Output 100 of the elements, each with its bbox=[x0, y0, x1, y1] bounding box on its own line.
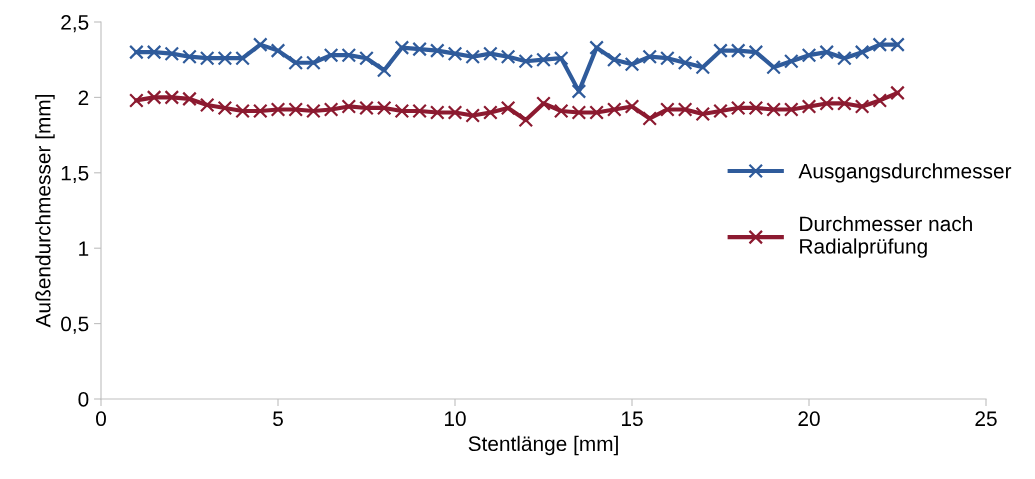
point bbox=[872, 93, 888, 108]
point bbox=[129, 93, 144, 108]
point bbox=[483, 105, 498, 120]
point bbox=[695, 59, 711, 75]
point bbox=[518, 112, 534, 128]
point bbox=[341, 47, 357, 63]
y-tick-label: 2,5 bbox=[61, 15, 89, 33]
point bbox=[571, 105, 587, 120]
point bbox=[164, 90, 180, 105]
legend-label: Durchmesser nach Radialprüfung bbox=[800, 215, 972, 258]
legend-label: Ausgangsdurchmesser bbox=[798, 163, 1012, 183]
point bbox=[553, 103, 569, 119]
point bbox=[217, 50, 233, 66]
point bbox=[819, 44, 835, 60]
point bbox=[872, 37, 888, 52]
point bbox=[323, 102, 339, 117]
point bbox=[182, 49, 197, 65]
point bbox=[483, 46, 498, 62]
x-tick-label: 0 bbox=[96, 411, 106, 427]
point bbox=[500, 49, 516, 65]
point bbox=[801, 99, 817, 114]
point bbox=[252, 37, 268, 52]
y-tick-label: 1,5 bbox=[61, 166, 89, 184]
point bbox=[359, 50, 374, 66]
point bbox=[624, 56, 640, 72]
point bbox=[252, 103, 268, 119]
point bbox=[695, 106, 711, 122]
point bbox=[730, 100, 746, 116]
point bbox=[819, 96, 835, 111]
point bbox=[854, 44, 870, 60]
point bbox=[394, 103, 410, 119]
point bbox=[182, 91, 197, 107]
x-tick-label: 25 bbox=[975, 411, 997, 427]
point bbox=[146, 90, 162, 105]
point bbox=[500, 100, 516, 116]
point bbox=[766, 59, 781, 75]
point bbox=[748, 44, 764, 60]
point bbox=[677, 102, 693, 117]
x-tick-label: 15 bbox=[622, 411, 643, 427]
y-tick-label: 0 bbox=[78, 392, 89, 407]
point bbox=[447, 46, 463, 62]
x-axis-title: Stentlänge [mm] bbox=[468, 435, 618, 456]
point bbox=[217, 100, 233, 116]
point bbox=[199, 50, 215, 66]
point bbox=[376, 100, 392, 116]
point bbox=[624, 99, 640, 114]
x-tick-label: 5 bbox=[273, 411, 283, 427]
point bbox=[642, 49, 658, 65]
point bbox=[164, 46, 180, 62]
point bbox=[518, 53, 534, 69]
point bbox=[642, 111, 658, 126]
point bbox=[376, 62, 392, 78]
y-tick-label: 0,5 bbox=[61, 316, 89, 334]
point bbox=[235, 50, 250, 66]
point bbox=[270, 43, 286, 59]
point bbox=[748, 100, 764, 116]
point bbox=[890, 85, 905, 101]
point bbox=[235, 103, 250, 119]
point bbox=[801, 47, 817, 63]
point bbox=[589, 40, 604, 55]
point bbox=[429, 43, 445, 59]
point bbox=[766, 102, 781, 117]
point bbox=[606, 102, 622, 117]
point bbox=[589, 105, 604, 120]
point bbox=[323, 47, 339, 63]
point bbox=[890, 37, 905, 52]
point bbox=[306, 55, 321, 71]
x-tick-label: 20 bbox=[798, 411, 820, 427]
point bbox=[660, 102, 675, 117]
point bbox=[713, 103, 728, 119]
point bbox=[783, 53, 799, 69]
point bbox=[270, 102, 286, 117]
point bbox=[553, 50, 569, 66]
y-tick-label: 1 bbox=[79, 241, 89, 256]
point bbox=[288, 102, 304, 117]
point bbox=[854, 99, 870, 114]
point bbox=[288, 55, 304, 71]
point bbox=[199, 97, 215, 113]
point bbox=[660, 50, 675, 66]
point bbox=[837, 96, 852, 111]
x-tick-label: 10 bbox=[445, 411, 466, 427]
point bbox=[306, 103, 321, 119]
point bbox=[465, 108, 481, 123]
point bbox=[536, 52, 551, 68]
point bbox=[394, 40, 410, 55]
point bbox=[412, 103, 427, 119]
point bbox=[571, 84, 587, 99]
point bbox=[412, 41, 427, 57]
point bbox=[837, 50, 852, 66]
point bbox=[341, 99, 357, 114]
point bbox=[429, 105, 445, 120]
point bbox=[536, 96, 551, 111]
point bbox=[146, 44, 162, 60]
point bbox=[447, 105, 463, 120]
point bbox=[713, 43, 728, 59]
y-tick-label: 2 bbox=[78, 90, 89, 105]
point bbox=[129, 44, 144, 60]
point bbox=[465, 49, 481, 65]
point bbox=[730, 43, 746, 59]
point bbox=[359, 100, 374, 116]
